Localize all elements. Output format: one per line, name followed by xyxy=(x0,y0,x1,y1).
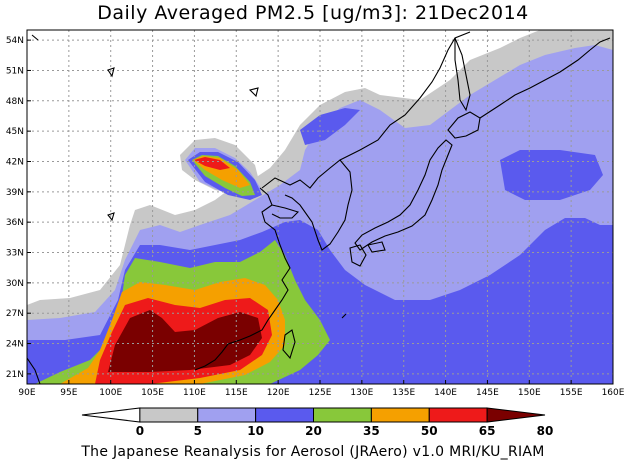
colorbar-label: 80 xyxy=(537,424,554,438)
sakhalin xyxy=(454,37,471,112)
latitude-tick-label: 42N xyxy=(6,157,24,167)
colorbar-segment xyxy=(486,407,546,423)
shandong-coast xyxy=(271,204,300,219)
japan-kyushu xyxy=(349,244,367,267)
longitude-tick-label: 95E xyxy=(60,388,77,398)
longitude-tick-label: 160E xyxy=(602,388,625,398)
longitude-tick-label: 120E xyxy=(267,388,290,398)
longitude-tick-label: 155E xyxy=(560,388,583,398)
longitude-tick-label: 100E xyxy=(99,388,122,398)
lake-2 xyxy=(248,87,259,98)
latitude-tick-label: 39N xyxy=(6,188,24,198)
okinawa xyxy=(341,313,347,319)
coastlines xyxy=(27,31,611,384)
longitude-tick-label: 115E xyxy=(225,388,248,398)
latitude-tick-label: 36N xyxy=(6,218,24,228)
colorbar-segment xyxy=(81,407,141,423)
colorbar-label: 10 xyxy=(247,424,264,438)
colorbar-label: 20 xyxy=(305,424,322,438)
japan-hokkaido xyxy=(447,111,481,139)
china-coast xyxy=(194,187,291,371)
longitude-tick-label: 140E xyxy=(434,388,457,398)
latitude-tick-label: 33N xyxy=(6,249,24,259)
colorbar-label: 5 xyxy=(194,424,202,438)
japan-shikoku xyxy=(367,241,386,253)
colorbar-segment xyxy=(370,407,430,423)
longitude-tick-label: 90E xyxy=(18,388,35,398)
latitude-tick-label: 21N xyxy=(6,370,24,380)
longitude-ticks: 90E 95E 100E 105E 110E 115E 120E 125E 130E 135E 14… xyxy=(18,380,625,398)
japan-honshu xyxy=(354,139,453,251)
lake-1 xyxy=(107,67,115,78)
latitude-tick-label: 27N xyxy=(6,309,24,319)
colorbar-segment xyxy=(197,407,257,423)
field-20-35-east xyxy=(500,150,603,200)
colorbar: 0 5 10 20 35 50 65 80 xyxy=(81,407,554,438)
colorbar-label: 0 xyxy=(136,424,144,438)
russia-coast xyxy=(339,31,471,161)
korea-coast xyxy=(261,159,353,251)
latitude-tick-label: 54N xyxy=(6,36,24,46)
latitude-tick-label: 45N xyxy=(6,127,24,137)
colorbar-segment xyxy=(255,407,314,423)
latitude-ticks: 21N 24N 27N 30N 33N 36N 39N 42N 45N 48N 51N 54N xyxy=(6,36,31,380)
kamchatka-coast xyxy=(589,37,611,51)
latitude-tick-label: 51N xyxy=(6,66,24,76)
field-80-plus xyxy=(108,310,262,372)
longitude-tick-label: 125E xyxy=(309,388,332,398)
colorbar-label: 65 xyxy=(479,424,496,438)
colorbar-label: 50 xyxy=(421,424,438,438)
lat-lon-grid xyxy=(27,30,613,384)
data-credit: The Japanese Reanalysis for Aerosol (JRA… xyxy=(81,444,545,460)
longitude-tick-label: 135E xyxy=(392,388,415,398)
longitude-tick-label: 110E xyxy=(183,388,206,398)
latitude-tick-label: 30N xyxy=(6,279,24,289)
colorbar-segment xyxy=(139,407,199,423)
longitude-tick-label: 130E xyxy=(350,388,373,398)
field-20-35-ne xyxy=(300,108,360,145)
kuril-islands xyxy=(479,49,591,119)
colorbar-segment xyxy=(428,407,488,423)
longitude-tick-label: 105E xyxy=(141,388,164,398)
longitude-tick-label: 150E xyxy=(518,388,541,398)
lake-baikal xyxy=(31,34,39,41)
colorbar-segment xyxy=(313,407,372,423)
map-title: Daily Averaged PM2.5 [ug/m3]: 21Dec2014 xyxy=(97,2,529,24)
latitude-tick-label: 24N xyxy=(6,340,24,350)
colorbar-label: 35 xyxy=(363,424,380,438)
taiwan xyxy=(282,329,296,360)
latitude-tick-label: 48N xyxy=(6,97,24,107)
lake-3 xyxy=(107,212,115,222)
indochina-coast xyxy=(27,357,41,384)
field-65-80-north xyxy=(194,157,230,170)
longitude-tick-label: 145E xyxy=(476,388,499,398)
